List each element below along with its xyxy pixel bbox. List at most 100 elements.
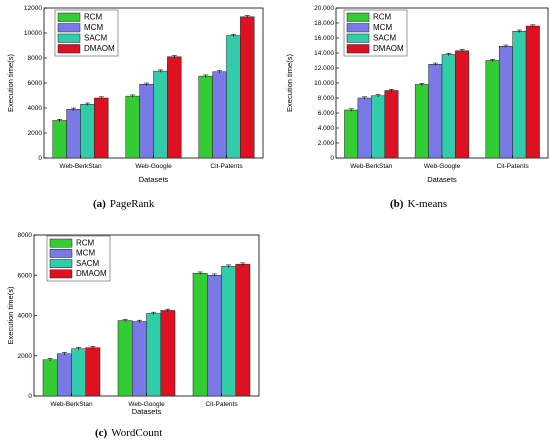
- legend-swatch-dmaom: [57, 44, 81, 54]
- bar-sacm: [371, 95, 386, 159]
- y-tick-label: 0: [28, 393, 32, 400]
- legend-label-mcm: MCM: [76, 249, 95, 258]
- y-tick-label: 8.000: [318, 95, 335, 102]
- legend-swatch-mcm: [346, 23, 370, 33]
- chart-wordcount: 0 2000 4000 6000 8000 Web-BerkStan Web-Google C…: [6, 232, 260, 416]
- y-tick-label: 4000: [28, 105, 43, 112]
- legend-label-mcm: MCM: [84, 23, 103, 32]
- bar-mcm: [207, 275, 222, 397]
- bar-rcm: [192, 272, 208, 397]
- y-tick-label: 12000: [24, 5, 42, 12]
- x-tick-label: Cit-Patents: [497, 163, 530, 170]
- caption-a-letter: (a): [93, 198, 106, 210]
- y-tick-label: 0: [330, 155, 334, 162]
- bar-dmaom: [235, 263, 251, 397]
- y-tick-label: 20.000: [314, 5, 334, 12]
- legend-swatch-sacm: [57, 33, 81, 43]
- legend-label-sacm: SACM: [373, 34, 396, 43]
- legend-swatch-sacm: [49, 259, 73, 268]
- bar-rcm: [198, 75, 213, 159]
- x-axis-label: Datasets: [139, 175, 169, 184]
- x-tick-label: Web-Google: [128, 401, 165, 408]
- bar-mcm: [57, 353, 72, 397]
- y-tick-label: 0: [38, 155, 42, 162]
- bar-sacm: [146, 313, 161, 397]
- bar-dmaom: [525, 25, 540, 159]
- caption-b-text: K-means: [407, 198, 447, 210]
- bar-dmaom: [240, 16, 255, 159]
- caption-a: (a) PageRank: [93, 198, 155, 210]
- y-tick-label: 12.000: [314, 65, 334, 72]
- y-tick-label: 18.000: [314, 20, 334, 27]
- y-tick-label: 2000: [28, 130, 43, 137]
- caption-c: (c) WordCount: [95, 427, 162, 439]
- y-tick-label: 4.000: [318, 125, 335, 132]
- legend-label-dmaom: DMAOM: [84, 44, 115, 53]
- x-axis-label: Datasets: [427, 175, 457, 184]
- bar-rcm: [42, 359, 58, 397]
- bar-rcm: [125, 95, 140, 159]
- bar-rcm: [485, 60, 500, 159]
- bar-mcm: [498, 46, 513, 159]
- legend-swatch-rcm: [346, 12, 370, 22]
- legend-swatch-mcm: [49, 249, 73, 258]
- bar-sacm: [441, 54, 456, 159]
- chart-kmeans: 0 2.000 4.000 6.000 8.000 10.000 12.000 14.000 1…: [285, 5, 549, 184]
- legend-swatch-rcm: [57, 12, 81, 22]
- bar-dmaom: [94, 97, 109, 159]
- y-tick-label: 2000: [18, 353, 33, 360]
- x-tick-label: Web-BerkStan: [59, 163, 102, 170]
- legend-label-rcm: RCM: [373, 13, 392, 22]
- x-tick-label: Web-Google: [135, 163, 172, 170]
- legend-swatch-sacm: [346, 33, 370, 43]
- legend-swatch-dmaom: [346, 44, 370, 54]
- bar-sacm: [80, 104, 95, 159]
- x-tick-label: Cit-Patents: [210, 163, 243, 170]
- bar-rcm: [414, 84, 429, 159]
- bar-mcm: [212, 71, 227, 159]
- y-tick-label: 4000: [18, 313, 33, 320]
- bar-sacm: [221, 265, 236, 397]
- bar-mcm: [428, 64, 443, 159]
- legend-label-sacm: SACM: [84, 34, 107, 43]
- bar-dmaom: [85, 347, 101, 397]
- bar-sacm: [71, 348, 86, 397]
- y-tick-label: 10000: [24, 30, 42, 37]
- bar-mcm: [132, 321, 147, 397]
- caption-c-text: WordCount: [111, 427, 162, 439]
- y-tick-label: 6.000: [318, 110, 335, 117]
- chart-pagerank: 0 2000 4000 6000 8000 10000 12000 Web-BerkStan W…: [6, 5, 264, 184]
- bar-mcm: [139, 84, 154, 159]
- x-tick-label: Web-BerkStan: [50, 401, 93, 408]
- y-axis-label: Execution time(s): [6, 286, 15, 344]
- x-tick-label: Web-BerkStan: [350, 163, 393, 170]
- y-axis-label: Execution time(s): [285, 54, 294, 112]
- x-tick-label: Cit-Patents: [205, 401, 238, 408]
- caption-a-text: PageRank: [110, 198, 155, 210]
- legend-label-mcm: MCM: [373, 23, 392, 32]
- y-axis-label: Execution time(s): [6, 54, 15, 112]
- y-tick-label: 6000: [28, 80, 43, 87]
- caption-b: (b) K-means: [390, 198, 447, 210]
- y-tick-label: 6000: [18, 272, 33, 279]
- bar-dmaom: [384, 90, 399, 159]
- bar-dmaom: [160, 310, 176, 397]
- y-tick-label: 16.000: [314, 35, 334, 42]
- x-axis-label: Datasets: [132, 407, 162, 416]
- y-tick-label: 8000: [18, 232, 33, 239]
- legend-label-dmaom: DMAOM: [76, 269, 107, 278]
- bar-rcm: [52, 120, 67, 159]
- y-tick-label: 10.000: [314, 80, 334, 87]
- legend-swatch-rcm: [49, 238, 73, 248]
- legend-label-rcm: RCM: [76, 238, 95, 247]
- x-tick-label: Web-Google: [424, 163, 461, 170]
- y-tick-label: 2.000: [318, 140, 335, 147]
- bar-rcm: [344, 109, 359, 159]
- bar-dmaom: [167, 56, 182, 159]
- legend-label-rcm: RCM: [84, 13, 103, 22]
- bar-sacm: [226, 35, 241, 159]
